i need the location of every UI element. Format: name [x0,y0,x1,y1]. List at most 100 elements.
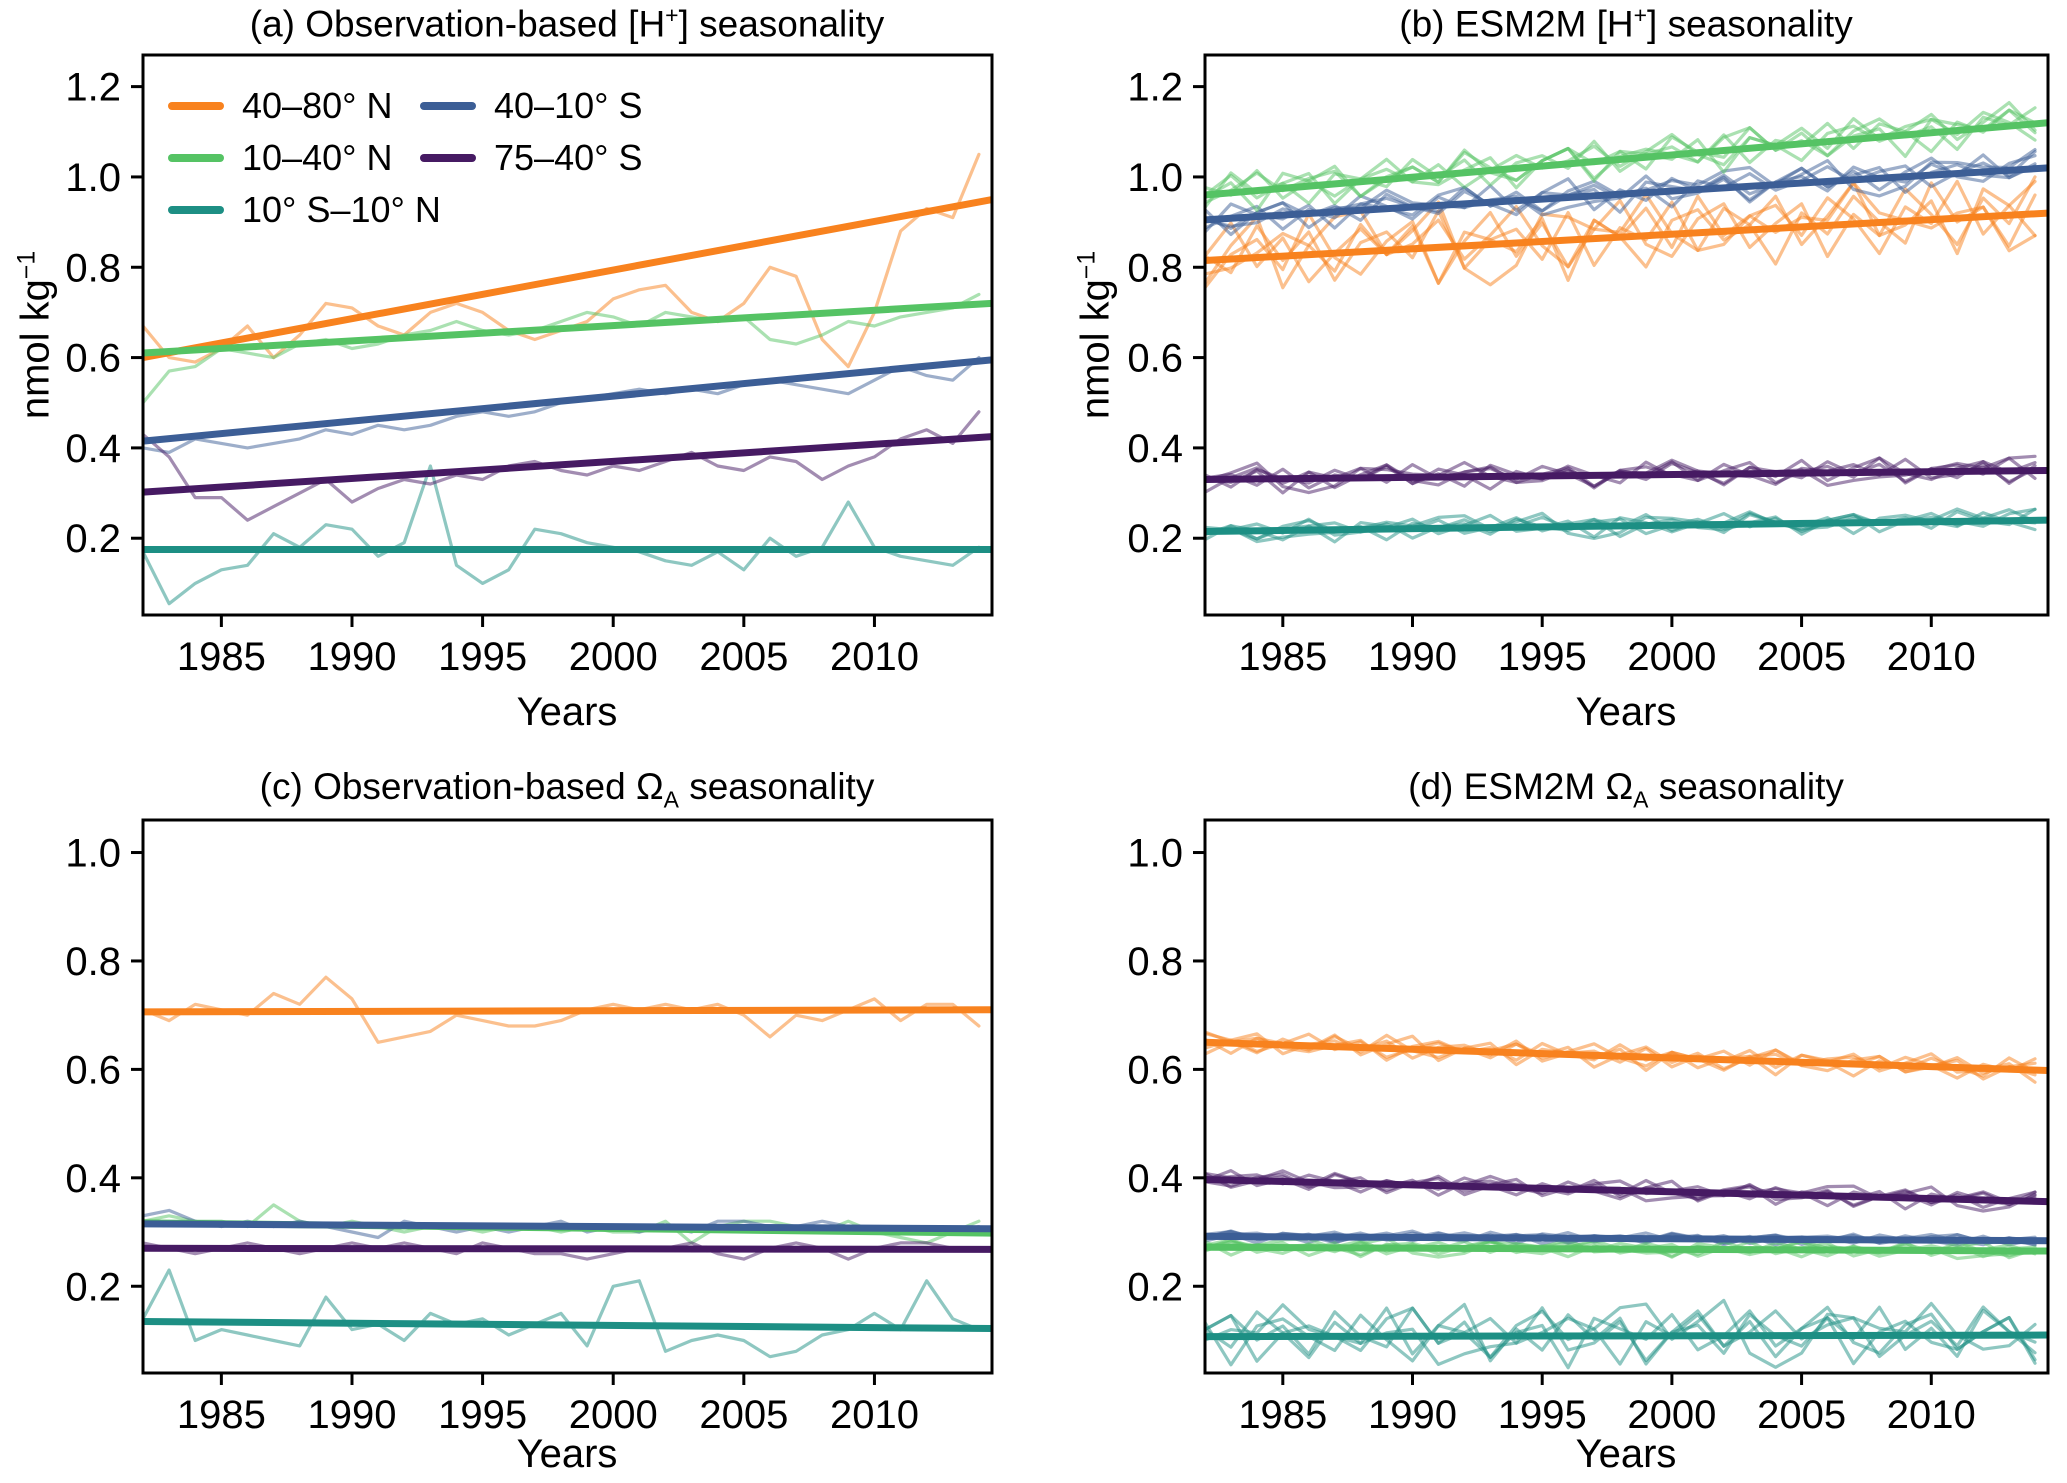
panel-a-annual-line-10-40n [143,292,981,405]
panel-c-annual-line-10s-10n [143,1268,981,1359]
y-tick-label: 1.0 [1127,832,1183,876]
y-tick-label: 0.8 [65,246,121,290]
legend-swatch-75-40s [420,154,476,162]
x-tick-label: 2010 [1887,635,1976,679]
legend-item-10s-10n: 10° S–10° N [168,190,441,230]
panel-b-member-line-40-80n-3 [1205,181,2037,282]
panel-a-y-axis-label: nmol kg−1 [13,250,58,420]
y-tick-label: 0.2 [65,1265,121,1309]
legend-label: 75–40° S [494,137,643,178]
y-tick-label: 0.2 [65,517,121,561]
legend-item-40-10s: 40–10° S [420,86,643,126]
legend-label: 40–10° S [494,85,643,126]
panel-c-title: (c) Observation-based ΩA seasonality [259,766,875,813]
y-tick-label: 1.2 [1127,66,1183,110]
panel-b-trend-line-40-10s [1205,164,2048,224]
y-tick-label: 0.6 [1127,337,1183,381]
panel-d-x-axis-label: Years [1575,1432,1677,1476]
panel-a-title: (a) Observation-based [H+] seasonality [249,2,885,45]
panel-d-title: (d) ESM2M ΩA seasonality [1408,766,1844,813]
y-tick-label: 0.4 [1127,1157,1183,1201]
y-tick-label: 1.0 [1127,156,1183,200]
x-tick-label: 2005 [699,635,788,679]
panel-c-plot-area [143,975,992,1359]
panel-d-trend-line-40-80n [1205,1038,2048,1074]
panel-a-axes-box [141,53,994,617]
x-tick-label: 2010 [830,635,919,679]
y-tick-label: 0.4 [65,1157,121,1201]
x-tick-label: 1985 [1238,1393,1327,1437]
x-tick-label: 2000 [1627,635,1716,679]
panel-d-trend-line-40-10s [1205,1232,2048,1245]
panel-c-trend-line-40-80n [143,1006,992,1016]
panel-b-title: (b) ESM2M [H+] seasonality [1399,2,1853,45]
y-tick-label: 0.2 [1127,517,1183,561]
panel-d-trend-line-75-40s [1205,1175,2048,1206]
panel-c-trend-line-10s-10n [143,1317,992,1333]
legend-label: 10–40° N [242,137,393,178]
panel-a-plot-area [143,152,992,606]
legend-item-10-40n: 10–40° N [168,138,393,178]
x-tick-label: 1990 [1368,635,1457,679]
legend-swatch-10s-10n [168,206,224,214]
y-tick-label: 1.0 [65,832,121,876]
panel-b-trend-line-75-40s [1205,466,2048,484]
x-tick-label: 1995 [1498,1393,1587,1437]
panel-b-y-axis-label: nmol kg−1 [1073,250,1118,420]
panel-d-plot-area [1205,1030,2048,1370]
panel-b-plot-area [1205,100,2048,544]
x-tick-label: 1995 [438,635,527,679]
panel-a-x-axis-label: Years [516,690,618,734]
legend-item-40-80n: 40–80° N [168,86,393,126]
x-tick-label: 2005 [1757,1393,1846,1437]
x-tick-label: 1995 [438,1393,527,1437]
legend-label: 40–80° N [242,85,393,126]
legend-label: 10° S–10° N [242,189,441,230]
x-tick-label: 1990 [1368,1393,1457,1437]
panel-b-x-axis-label: Years [1575,690,1677,734]
panel-d-trend-line-10-40n [1205,1243,2048,1255]
y-tick-label: 0.4 [65,427,121,471]
panel-c-x-axis-label: Years [516,1432,618,1476]
panel-d-trend-line-10s-10n [1205,1331,2048,1341]
legend-swatch-10-40n [168,154,224,162]
panel-a-trend-line-10-40n [143,299,992,357]
y-tick-label: 1.2 [65,66,121,110]
legend-item-75-40s: 75–40° S [420,138,643,178]
y-tick-label: 0.8 [1127,246,1183,290]
x-tick-label: 1985 [177,1393,266,1437]
panel-a-annual-line-75-40s [143,410,981,522]
x-tick-label: 1990 [307,1393,396,1437]
panel-b-trend-line-10-40n [1205,119,2048,199]
panel-b-trend-line-40-80n [1205,209,2048,264]
x-tick-label: 1990 [307,635,396,679]
y-tick-label: 0.4 [1127,427,1183,471]
x-tick-label: 2005 [699,1393,788,1437]
legend-swatch-40-80n [168,102,224,110]
panel-c-axes-box [141,818,994,1375]
y-tick-label: 0.6 [65,1048,121,1092]
x-tick-label: 2000 [569,635,658,679]
y-tick-label: 1.0 [65,156,121,200]
panel-a-trend-line-40-10s [143,356,992,445]
x-tick-label: 2000 [569,1393,658,1437]
x-tick-label: 2010 [830,1393,919,1437]
panel-b-member-line-10-40n-3 [1205,108,2037,206]
panel-b-trend-line-10s-10n [1205,516,2048,535]
legend-swatch-40-10s [420,102,476,110]
x-tick-label: 1985 [177,635,266,679]
panel-d-member-line-10s-10n-0 [1205,1306,2037,1370]
y-tick-label: 0.8 [1127,940,1183,984]
panel-a-annual-line-10s-10n [143,464,981,606]
panel-b-axes-box [1203,53,2050,617]
y-tick-label: 0.6 [65,337,121,381]
x-tick-label: 2005 [1757,635,1846,679]
x-tick-label: 2010 [1887,1393,1976,1437]
panel-a-trend-line-40-80n [143,196,992,362]
panel-d-axes-box [1203,818,2050,1375]
y-tick-label: 0.6 [1127,1048,1183,1092]
panel-a-trend-line-75-40s [143,433,992,496]
panel-c-trend-line-75-40s [143,1244,992,1253]
x-tick-label: 1985 [1238,635,1327,679]
